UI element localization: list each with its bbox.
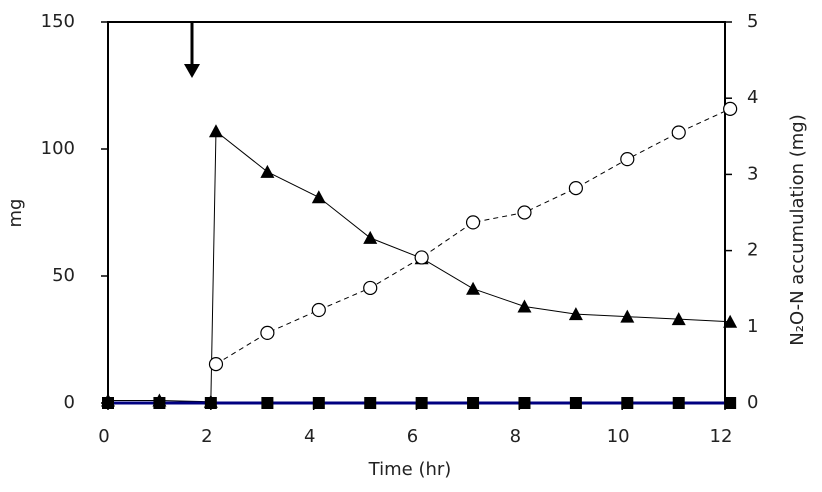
x-tick-label: 0 [98, 426, 109, 447]
circle-marker [723, 101, 738, 116]
plot-frame [107, 21, 726, 404]
circle-marker [671, 125, 686, 140]
y-tick-label: 150 [41, 11, 75, 32]
x-tick-label: 8 [510, 426, 521, 447]
circle-marker [363, 280, 378, 296]
y2-axis-label: N₂O-N accumulation (mg) [787, 114, 808, 345]
y2-tick-label: 5 [747, 11, 758, 32]
square-marker [364, 397, 377, 409]
y-tick-label: 0 [64, 392, 75, 413]
square-marker [261, 397, 274, 409]
series-line [108, 130, 731, 403]
arrow [184, 22, 200, 78]
square-marker [518, 397, 531, 409]
square-marker [312, 397, 325, 409]
square-marker [102, 397, 114, 409]
y2-tick-label: 4 [747, 87, 758, 108]
triangle-marker [208, 124, 223, 138]
x-tick-label: 2 [201, 426, 212, 447]
square-marker [724, 397, 737, 409]
x-tick-label: 12 [710, 426, 733, 447]
triangle-marker [568, 307, 583, 321]
x-tick-label: 10 [607, 426, 630, 447]
triangle-marker [466, 281, 481, 295]
circle-marker [620, 152, 635, 167]
circle-marker [208, 357, 224, 372]
square-marker [672, 397, 685, 409]
triangle-marker [723, 314, 738, 328]
y2-tick-label: 3 [747, 163, 758, 184]
circle-marker [311, 302, 326, 318]
x-axis-label: Time (hr) [368, 459, 452, 480]
square-marker [204, 397, 217, 409]
triangle-marker [311, 190, 326, 204]
x-tick-label: 4 [304, 426, 315, 447]
y-axis-label: mg [5, 199, 26, 228]
circle-marker [465, 215, 481, 230]
y2-tick-label: 1 [747, 316, 758, 337]
x-tick-label: 6 [407, 426, 418, 447]
square-marker [569, 397, 582, 409]
series-line [215, 108, 731, 365]
y-tick-label: 50 [52, 265, 75, 286]
square-marker [415, 397, 428, 409]
circle-marker [517, 205, 532, 220]
triangle-marker [260, 164, 275, 178]
triangle-marker [363, 230, 378, 244]
circle-marker [260, 325, 275, 340]
triangle-marker [671, 312, 686, 326]
square-marker [467, 397, 480, 409]
circle-marker [414, 250, 429, 265]
circle-marker [568, 181, 583, 196]
square-marker [621, 397, 634, 409]
y-tick-label: 100 [41, 138, 75, 159]
square-marker [153, 397, 166, 409]
triangle-marker [517, 299, 532, 313]
y2-tick-label: 2 [747, 240, 758, 261]
triangle-marker [620, 309, 635, 323]
y2-tick-label: 0 [747, 392, 758, 413]
